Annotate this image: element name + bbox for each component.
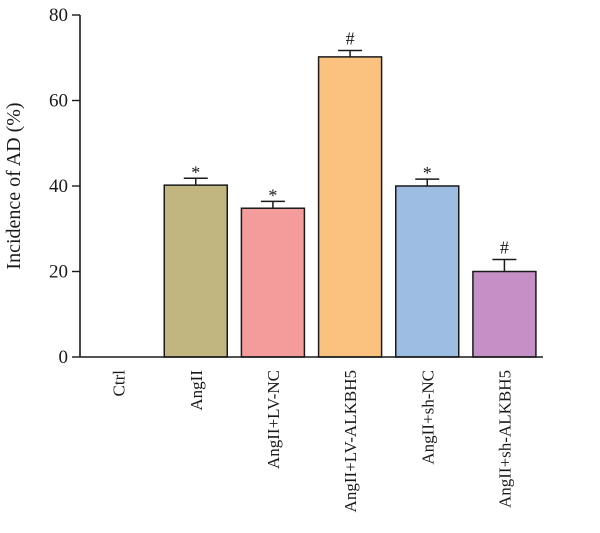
bar: [240, 207, 306, 358]
x-axis-labels: Ctrl AngII AngII+LV-NC AngII+LV-ALKBH5 AngII…: [110, 370, 515, 513]
y-tick-label: 20: [49, 262, 68, 283]
significance-marker: #: [346, 28, 355, 48]
x-category-label: AngII+sh-ALKBH5: [495, 370, 514, 508]
x-category-label: AngII: [187, 370, 206, 411]
x-category-label: Ctrl: [110, 370, 129, 397]
bars: * * # * #: [163, 28, 537, 358]
x-category-label: AngII+LV-NC: [264, 370, 283, 469]
y-tick-label: 0: [59, 347, 69, 368]
y-axis-ticks: 0 20 40 60 80: [49, 5, 80, 368]
bar: [163, 184, 228, 358]
x-category-label: AngII+LV-ALKBH5: [341, 370, 360, 512]
bar: [395, 185, 460, 358]
significance-marker: #: [500, 238, 509, 258]
bar: [472, 270, 537, 358]
x-category-label: AngII+sh-NC: [418, 370, 437, 465]
bar: [317, 56, 383, 358]
y-tick-label: 40: [49, 176, 68, 197]
y-axis-label: Incidence of AD (%): [3, 102, 25, 269]
significance-marker: *: [191, 162, 200, 182]
significance-marker: *: [423, 163, 432, 183]
y-tick-label: 80: [49, 5, 68, 26]
y-tick-label: 60: [49, 91, 68, 112]
significance-marker: *: [268, 185, 277, 205]
